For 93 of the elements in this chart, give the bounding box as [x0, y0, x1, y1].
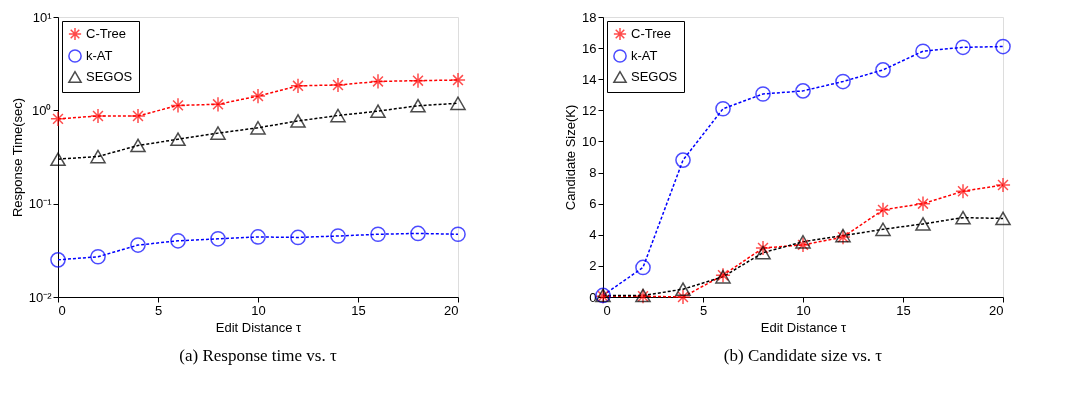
x-tick-label: 5: [154, 302, 163, 318]
point: [955, 39, 971, 56]
y-tick-label: 6: [589, 196, 597, 212]
y-axis-title: Candidate Size(K): [563, 104, 579, 211]
legend-label: C-Tree: [86, 26, 126, 41]
x-tick-label: 0: [58, 302, 66, 318]
y-tick-label: 16: [582, 40, 597, 56]
point: [290, 229, 306, 246]
y-tick-label: 18: [582, 9, 597, 25]
y-tick-label: 12: [582, 102, 597, 118]
point: [50, 252, 66, 268]
point: [130, 108, 146, 124]
x-tick-label: 20: [444, 302, 459, 318]
point: [290, 78, 306, 94]
point: [90, 248, 106, 265]
legend-label: C-Tree: [631, 26, 671, 41]
point: [755, 240, 771, 256]
point: [675, 282, 691, 297]
point: [915, 217, 931, 231]
x-axis-title: Edit Distance τ: [215, 319, 303, 335]
point: [90, 149, 106, 164]
y-tick-label: 10⁻²: [28, 289, 53, 305]
point: [170, 132, 186, 147]
point: [250, 88, 266, 104]
point: [50, 152, 66, 167]
y-tick-label: 14: [582, 71, 597, 87]
text: (b) Candidate size vs. τ: [723, 346, 883, 365]
point: [370, 73, 386, 90]
y-axis-title: Response Time(sec): [9, 97, 25, 218]
y-tick-label: 0: [589, 289, 597, 305]
x-tick-label: 5: [699, 302, 708, 318]
point: [290, 114, 306, 128]
point: [410, 72, 426, 89]
y-tick-label: 8: [589, 165, 597, 181]
point: [450, 226, 466, 243]
point: [450, 72, 466, 88]
point: [875, 202, 891, 218]
point: [130, 138, 146, 153]
x-tick-label: 10: [796, 302, 811, 318]
point: [170, 97, 186, 114]
y-tick-label: 2: [589, 258, 597, 274]
x-tick-label: 0: [603, 302, 611, 318]
point: [170, 233, 186, 249]
point: [915, 43, 931, 60]
point: [370, 104, 386, 119]
point: [955, 183, 971, 200]
point: [675, 152, 691, 168]
legend-label: SEGOS: [86, 69, 133, 84]
point: [50, 111, 66, 127]
y-tick-label: 10⁰: [32, 102, 52, 118]
point: [250, 120, 266, 135]
legend-label: k-AT: [86, 48, 113, 63]
legend-label: k-AT: [631, 48, 658, 63]
point: [330, 77, 346, 93]
y-tick-label: 4: [589, 227, 597, 243]
y-tick-label: 10¹: [32, 9, 53, 25]
point: [635, 259, 651, 276]
point: [410, 225, 426, 242]
point: [915, 195, 931, 212]
point: [875, 62, 891, 78]
point: [410, 98, 426, 113]
x-tick-label: 20: [989, 302, 1004, 318]
point: [995, 177, 1011, 193]
point: [955, 210, 971, 225]
point: [210, 231, 226, 247]
point: [715, 100, 731, 117]
point: [755, 245, 771, 260]
point: [795, 83, 811, 99]
point: [755, 86, 771, 102]
x-tick-label: 10: [251, 302, 266, 318]
point: [90, 108, 106, 124]
point: [370, 226, 386, 243]
x-axis-title: Edit Distance τ: [760, 319, 848, 335]
point: [210, 126, 226, 140]
text: (a) Response time vs. τ: [179, 346, 337, 365]
x-tick-label: 15: [896, 302, 911, 318]
point: [450, 96, 466, 111]
point: [995, 211, 1011, 226]
y-tick-label: 10: [582, 133, 597, 149]
point: [995, 38, 1011, 55]
legend-label: SEGOS: [631, 69, 678, 84]
point: [330, 228, 346, 244]
point: [675, 289, 691, 305]
point: [835, 73, 851, 90]
y-tick-label: 10⁻¹: [28, 196, 53, 212]
point: [130, 237, 146, 253]
point: [875, 222, 891, 237]
point: [795, 237, 811, 253]
point: [210, 96, 226, 113]
point: [795, 234, 811, 249]
point: [330, 108, 346, 123]
point: [250, 229, 266, 245]
x-tick-label: 15: [351, 302, 366, 318]
